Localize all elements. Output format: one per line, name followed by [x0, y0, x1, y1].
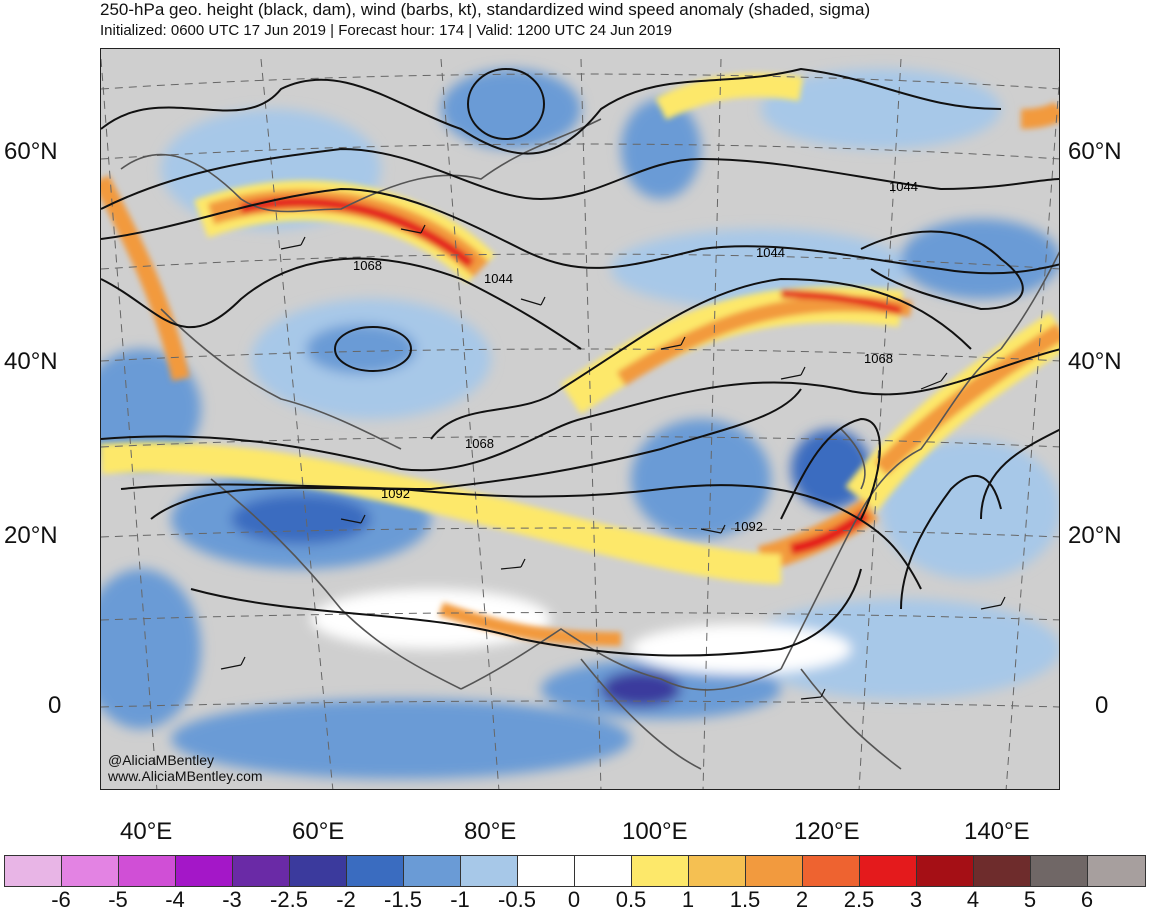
contour-label: 1092: [381, 486, 410, 501]
colorbar-tick-label: -3: [222, 887, 242, 912]
colorbar-tick-label: -1.5: [384, 887, 422, 912]
lat-label-left: 20°N: [4, 522, 58, 549]
contour-label: 1092: [734, 519, 763, 534]
colorbar-tick-label: 1.5: [729, 887, 761, 912]
contour-label: 1044: [889, 179, 918, 194]
colorbar-swatch: [347, 856, 404, 886]
map-subtitle: Initialized: 0600 UTC 17 Jun 2019 | Fore…: [100, 22, 673, 39]
colorbar-swatch: [62, 856, 119, 886]
lat-label-right: 60°N: [1068, 138, 1122, 165]
lat-label-right: 40°N: [1068, 348, 1122, 375]
contour-label: 1068: [864, 351, 893, 366]
colorbar-swatch: [917, 856, 974, 886]
colorbar-swatch: [746, 856, 803, 886]
colorbar-swatch: [233, 856, 290, 886]
contour-label: 1068: [465, 436, 494, 451]
colorbar-tick-label: 5: [1023, 887, 1037, 912]
colorbar-swatch: [974, 856, 1031, 886]
colorbar-tick-label: -0.5: [498, 887, 536, 912]
colorbar-tick-label: 2.5: [843, 887, 875, 912]
credit-url[interactable]: www.AliciaMBentley.com: [108, 768, 263, 784]
colorbar-tick-label: 2: [795, 887, 809, 912]
colorbar-swatch: [290, 856, 347, 886]
colorbar-tick-label: -6: [51, 887, 71, 912]
colorbar-tick-label: -5: [108, 887, 128, 912]
height-contours: [101, 67, 1059, 657]
weather-map: [101, 49, 1059, 789]
coastlines: [120, 118, 1059, 770]
contour-label: 1044: [484, 271, 513, 286]
lat-label-right: 20°N: [1068, 522, 1122, 549]
colorbar-tick-label: 3: [909, 887, 923, 912]
lon-label: 60°E: [292, 818, 345, 845]
contour-label: 1068: [353, 258, 382, 273]
colorbar-tick-label: 1: [681, 887, 695, 912]
colorbar-tick-label: 0.5: [615, 887, 647, 912]
colorbar-tick-label: 4: [966, 887, 980, 912]
colorbar-swatch: [575, 856, 632, 886]
map-panel: 1044 1044 1044 1068 1068 1068 1092 1092: [100, 48, 1060, 790]
jet-streaks: [101, 73, 1059, 646]
lat-label-left: 0: [48, 692, 62, 719]
colorbar-tick-label: 6: [1080, 887, 1094, 912]
lon-label: 40°E: [120, 818, 173, 845]
lat-label-left: 60°N: [4, 138, 58, 165]
colorbar-swatch: [5, 856, 62, 886]
colorbar-swatch: [404, 856, 461, 886]
lat-label-right: 0: [1095, 692, 1109, 719]
colorbar: [4, 855, 1146, 887]
colorbar-swatch: [518, 856, 575, 886]
colorbar-swatch: [632, 856, 689, 886]
lon-label: 120°E: [794, 818, 860, 845]
lon-label: 80°E: [464, 818, 517, 845]
colorbar-tick-label: -1: [450, 887, 470, 912]
colorbar-swatch: [461, 856, 518, 886]
colorbar-swatch: [1031, 856, 1088, 886]
lat-label-left: 40°N: [4, 348, 58, 375]
colorbar-tick-label: -4: [165, 887, 185, 912]
colorbar-swatch: [1088, 856, 1145, 886]
colorbar-tick-label: -2.5: [270, 887, 308, 912]
colorbar-swatch: [860, 856, 917, 886]
colorbar-swatch: [119, 856, 176, 886]
lon-label: 140°E: [964, 818, 1030, 845]
contour-label: 1044: [756, 245, 785, 260]
colorbar-swatch: [689, 856, 746, 886]
graticule: [101, 58, 1059, 789]
colorbar-tick-label: 0: [567, 887, 581, 912]
wind-barbs: [220, 224, 1006, 700]
credit-handle: @AliciaMBentley: [108, 752, 215, 768]
lon-label: 100°E: [622, 818, 688, 845]
colorbar-swatch: [176, 856, 233, 886]
map-title: 250-hPa geo. height (black, dam), wind (…: [100, 0, 871, 19]
colorbar-tick-label: -2: [336, 887, 356, 912]
colorbar-swatch: [803, 856, 860, 886]
